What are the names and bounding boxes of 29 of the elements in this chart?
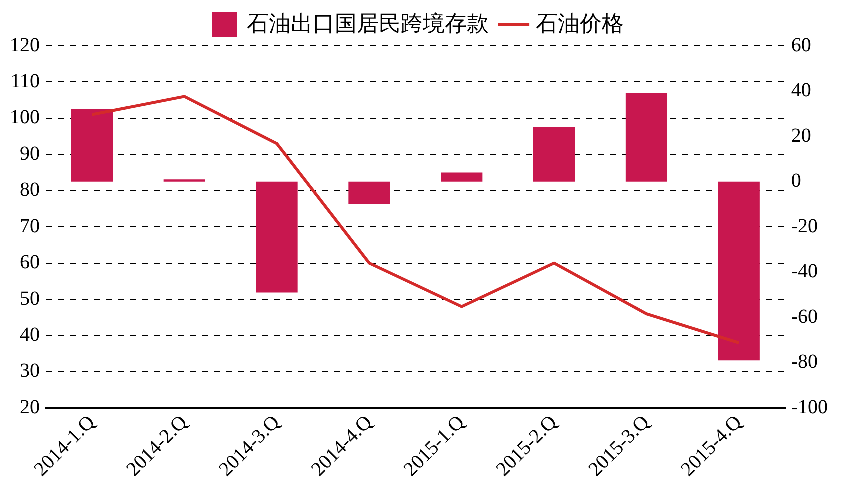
- legend-label: 石油出口国居民跨境存款: [247, 10, 489, 36]
- y-tick-label: 110: [10, 70, 40, 92]
- bar: [71, 109, 114, 182]
- y-tick-label: 90: [20, 142, 40, 165]
- y2-tick-label: 20: [791, 124, 812, 147]
- bar: [534, 128, 576, 182]
- y2-tick-label: -100: [791, 396, 828, 418]
- y2-tick-label: -20: [791, 215, 818, 238]
- y-tick-label: 80: [20, 179, 40, 202]
- y2-tick-label: -80: [791, 351, 818, 374]
- y2-tick-label: -40: [791, 260, 818, 283]
- y-tick-label: 120: [10, 34, 40, 56]
- bar: [718, 182, 760, 361]
- y2-tick-label: 0: [791, 170, 802, 192]
- y-tick-label: 100: [10, 106, 40, 129]
- bar: [256, 182, 298, 293]
- y2-tick-label: 60: [791, 34, 812, 56]
- y-tick-label: 60: [20, 252, 40, 274]
- y-tick-label: 70: [20, 215, 40, 238]
- y2-tick-label: 40: [791, 80, 812, 102]
- y-tick-label: 30: [20, 360, 40, 382]
- y-tick-label: 50: [20, 288, 40, 310]
- bar: [626, 94, 668, 182]
- y-tick-label: 40: [20, 324, 40, 346]
- y-tick-label: 20: [20, 396, 40, 418]
- bar: [348, 182, 390, 204]
- legend-label: 石油价格: [536, 10, 624, 36]
- bar: [441, 172, 483, 182]
- y2-tick-label: -60: [791, 306, 818, 328]
